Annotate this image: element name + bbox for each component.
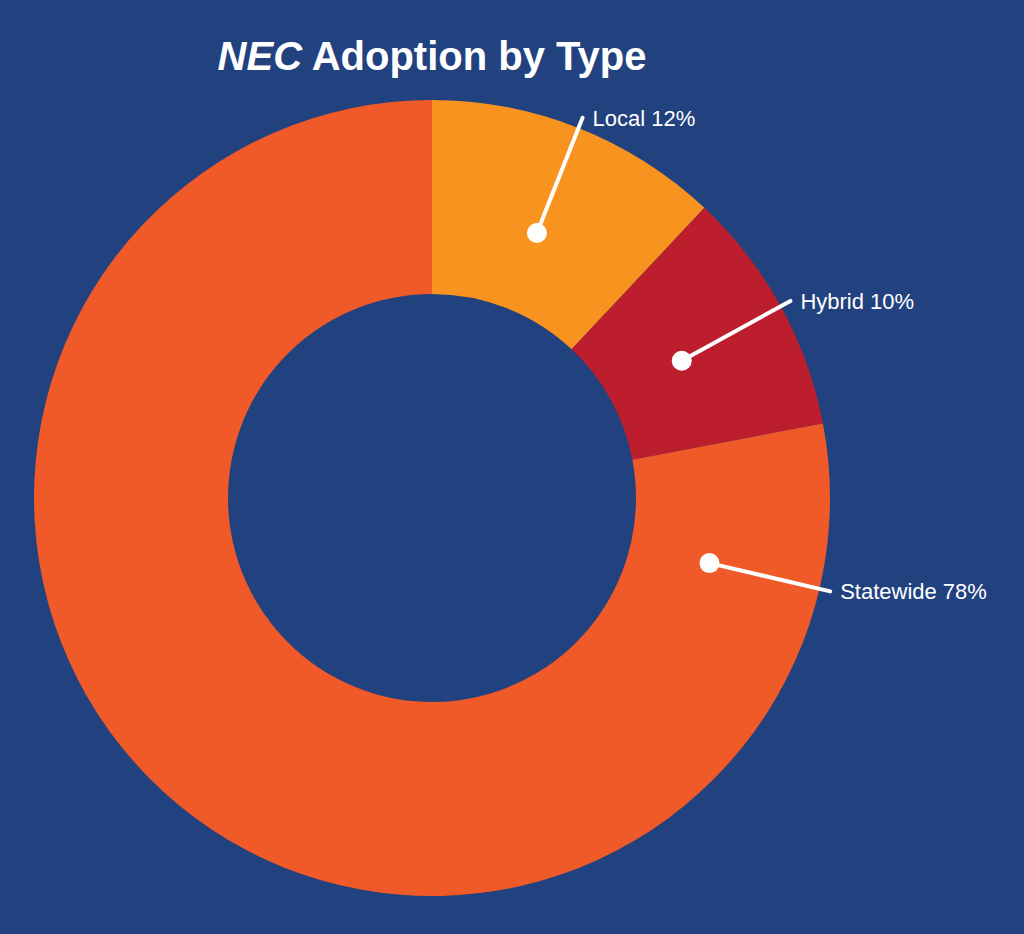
- slice: [572, 208, 823, 460]
- title: NEC Adoption by Type: [218, 34, 647, 78]
- label-category: Local: [593, 106, 646, 131]
- background: [0, 0, 1024, 934]
- data-label: Local12%: [593, 106, 696, 131]
- leader-dot: [527, 223, 547, 243]
- slices: [34, 100, 830, 896]
- leader-dot: [699, 553, 719, 573]
- label-category: Statewide: [840, 579, 937, 604]
- slice: [34, 100, 830, 896]
- title-part: Adoption by Type: [302, 34, 646, 78]
- label-value: 78%: [943, 579, 987, 604]
- label-value: 10%: [870, 289, 914, 314]
- chart-root: NEC Adoption by Type Local12% Hybrid10% Sta…: [0, 0, 1024, 934]
- leader-dot: [672, 351, 692, 371]
- leader-line: [709, 563, 830, 591]
- data-label: Statewide78%: [840, 579, 987, 604]
- label-value: 12%: [651, 106, 695, 131]
- labels: Local12% Hybrid10% Statewide78%: [527, 106, 987, 605]
- data-label: Hybrid10%: [800, 289, 914, 314]
- title-part: NEC: [218, 34, 304, 78]
- leader-line: [682, 301, 791, 361]
- label-category: Hybrid: [800, 289, 864, 314]
- leader-line: [537, 118, 583, 233]
- chart: NEC Adoption by Type Local12% Hybrid10% Sta…: [0, 0, 1024, 934]
